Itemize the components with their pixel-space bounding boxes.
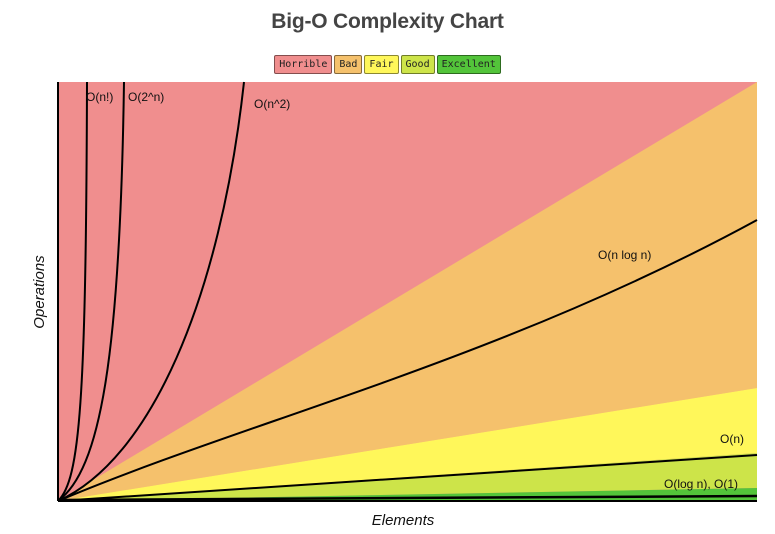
y-axis-label: Operations xyxy=(31,255,48,329)
curve-log-n-constant xyxy=(57,494,758,502)
label-2-power-n: O(2^n) xyxy=(128,90,164,104)
chart-title: Big-O Complexity Chart xyxy=(271,10,504,33)
curve-2-power-n xyxy=(57,81,125,502)
legend-item-bad: Bad xyxy=(334,55,363,74)
legend: Horrible Bad Fair Good Excellent xyxy=(0,55,775,74)
label-n-log-n: O(n log n) xyxy=(598,248,651,262)
x-axis-label: Elements xyxy=(372,512,435,529)
label-n-factorial: O(n!) xyxy=(86,90,113,104)
curve-n-log-n xyxy=(57,219,758,502)
curve-linear xyxy=(57,454,758,502)
label-log-n-constant: O(log n), O(1) xyxy=(664,477,738,491)
zone-fair xyxy=(58,388,757,501)
curve-n-factorial xyxy=(57,81,88,502)
legend-item-fair: Fair xyxy=(364,55,399,74)
curve-n-squared xyxy=(57,81,245,502)
legend-item-horrible: Horrible xyxy=(274,55,333,74)
zone-bad xyxy=(58,82,757,501)
legend-item-excellent: Excellent xyxy=(436,55,501,74)
label-linear: O(n) xyxy=(720,432,744,446)
label-n-squared: O(n^2) xyxy=(254,97,290,111)
legend-item-good: Good xyxy=(400,55,435,74)
